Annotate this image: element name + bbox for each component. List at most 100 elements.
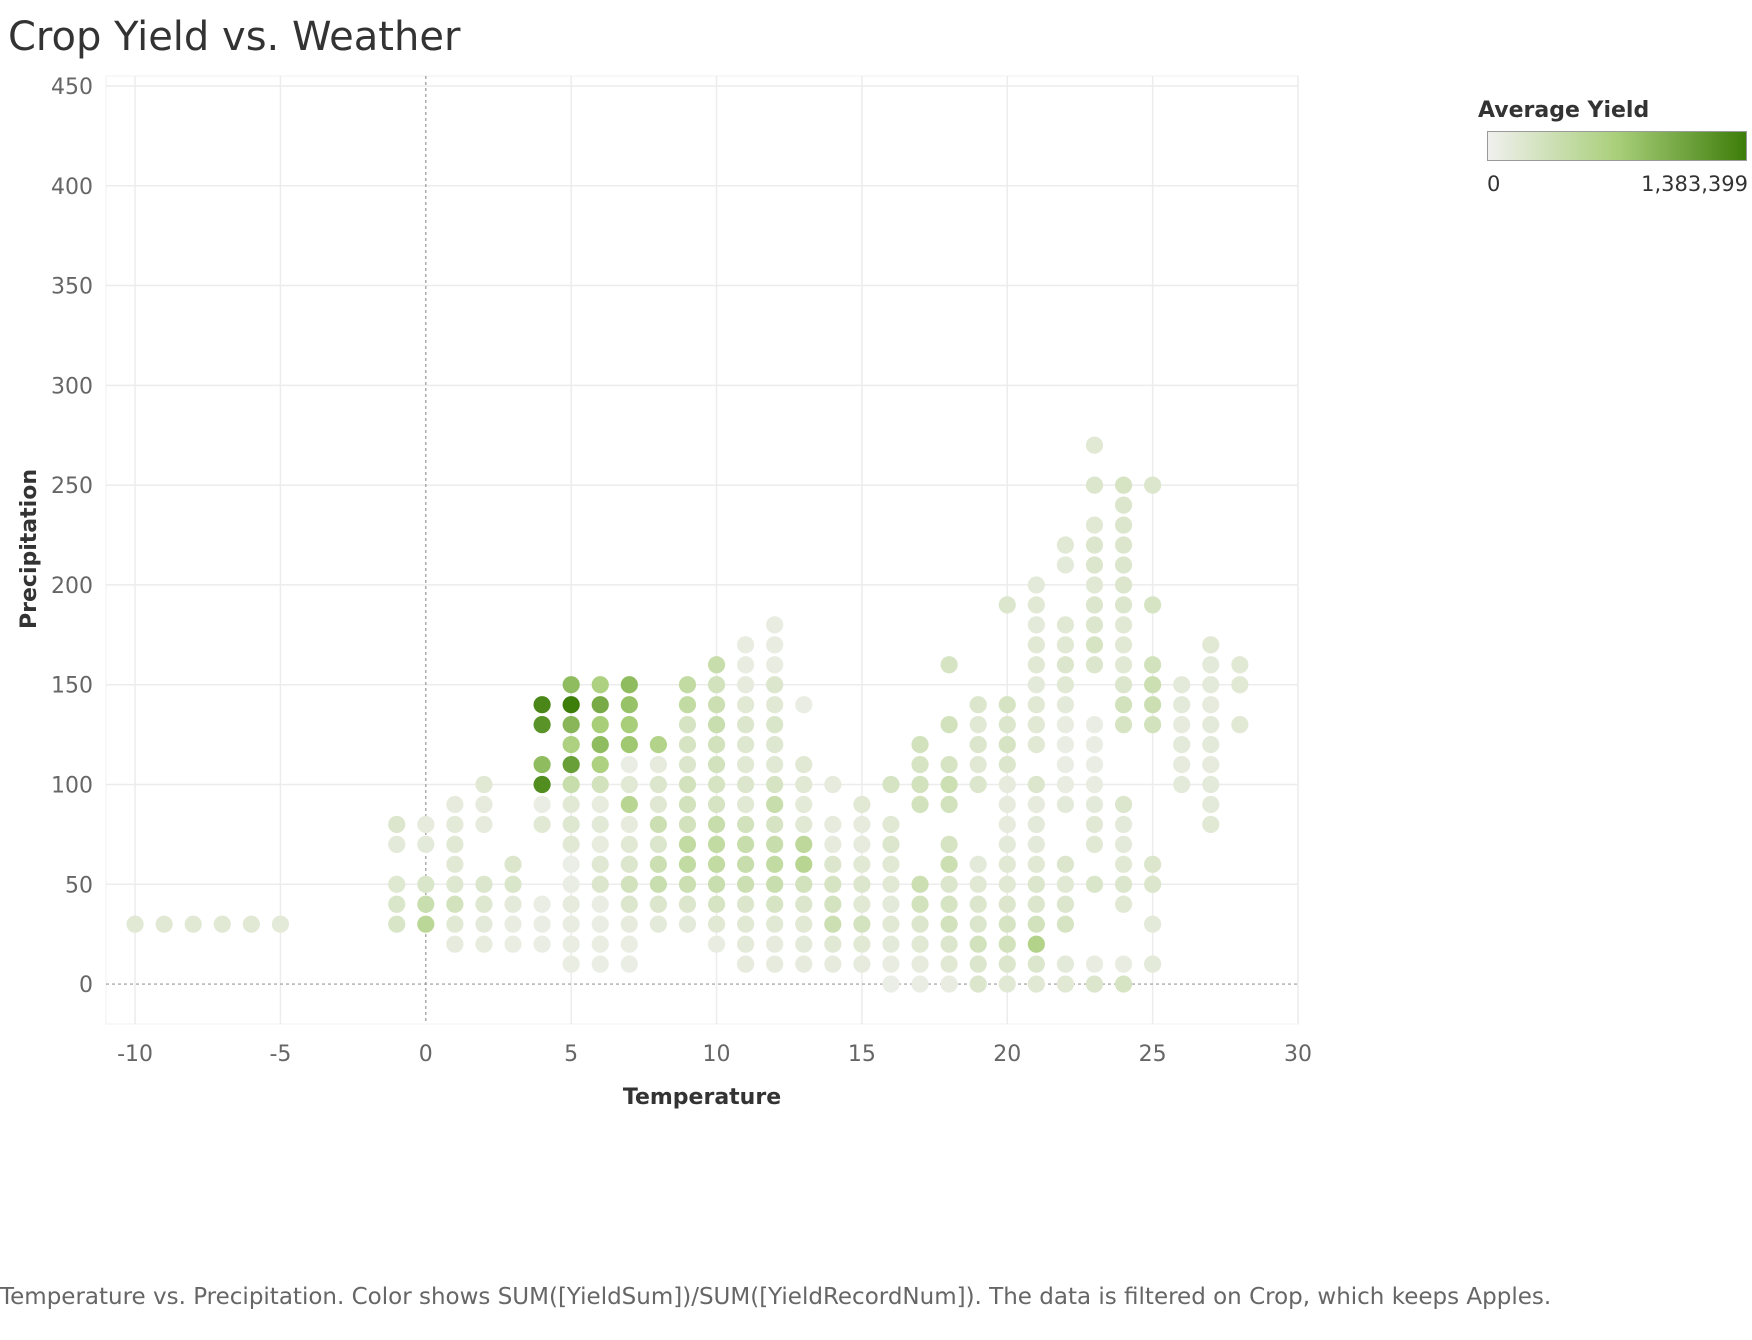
data-point[interactable] <box>649 775 667 794</box>
data-point[interactable] <box>1056 636 1075 654</box>
data-point[interactable] <box>562 915 580 933</box>
data-point[interactable] <box>1027 616 1045 634</box>
data-point[interactable] <box>766 895 784 913</box>
data-point[interactable] <box>417 815 435 834</box>
data-point[interactable] <box>562 775 580 794</box>
data-point[interactable] <box>1056 915 1075 933</box>
data-point[interactable] <box>1202 676 1220 694</box>
data-point[interactable] <box>998 795 1016 814</box>
data-point[interactable] <box>766 855 784 873</box>
data-point[interactable] <box>591 716 609 734</box>
data-point[interactable] <box>1231 656 1249 674</box>
data-point[interactable] <box>620 955 638 973</box>
data-point[interactable] <box>533 755 551 774</box>
data-point[interactable] <box>998 875 1016 893</box>
data-point[interactable] <box>707 915 726 933</box>
data-point[interactable] <box>504 895 522 913</box>
data-point[interactable] <box>1085 476 1104 494</box>
data-point[interactable] <box>417 835 435 853</box>
data-point[interactable] <box>475 815 493 834</box>
data-point[interactable] <box>1114 576 1133 594</box>
data-point[interactable] <box>591 775 609 794</box>
data-point[interactable] <box>998 716 1016 734</box>
data-point[interactable] <box>678 815 697 834</box>
data-point[interactable] <box>882 915 900 933</box>
data-point[interactable] <box>766 835 784 853</box>
data-point[interactable] <box>882 875 900 893</box>
data-point[interactable] <box>591 795 609 814</box>
data-point[interactable] <box>533 815 551 834</box>
data-point[interactable] <box>562 795 580 814</box>
data-point[interactable] <box>1202 636 1220 654</box>
data-point[interactable] <box>969 855 987 873</box>
data-point[interactable] <box>562 855 580 873</box>
data-point[interactable] <box>678 716 697 734</box>
data-point[interactable] <box>1027 656 1045 674</box>
data-point[interactable] <box>1027 895 1045 913</box>
data-point[interactable] <box>591 735 609 754</box>
data-point[interactable] <box>620 935 638 953</box>
data-point[interactable] <box>940 915 958 933</box>
data-point[interactable] <box>562 716 580 734</box>
data-point[interactable] <box>591 835 609 853</box>
data-point[interactable] <box>446 915 464 933</box>
data-point[interactable] <box>620 915 638 933</box>
data-point[interactable] <box>213 915 231 933</box>
data-point[interactable] <box>1085 795 1104 814</box>
data-point[interactable] <box>649 875 667 893</box>
data-point[interactable] <box>737 716 755 734</box>
data-point[interactable] <box>242 915 260 933</box>
data-point[interactable] <box>620 696 638 714</box>
data-point[interactable] <box>475 775 493 794</box>
data-point[interactable] <box>504 915 522 933</box>
data-point[interactable] <box>1144 915 1162 933</box>
data-point[interactable] <box>1085 775 1104 794</box>
data-point[interactable] <box>998 835 1016 853</box>
data-point[interactable] <box>795 835 813 853</box>
data-point[interactable] <box>475 935 493 953</box>
data-point[interactable] <box>766 955 784 973</box>
data-point[interactable] <box>533 795 551 814</box>
data-point[interactable] <box>446 875 464 893</box>
data-point[interactable] <box>795 775 813 794</box>
data-point[interactable] <box>882 975 900 993</box>
data-point[interactable] <box>678 755 697 774</box>
data-point[interactable] <box>853 835 871 853</box>
data-point[interactable] <box>649 735 667 754</box>
data-point[interactable] <box>911 895 929 913</box>
data-point[interactable] <box>1114 516 1133 534</box>
data-point[interactable] <box>1231 716 1249 734</box>
data-point[interactable] <box>940 875 958 893</box>
data-point[interactable] <box>1114 815 1133 834</box>
data-point[interactable] <box>969 955 987 973</box>
data-point[interactable] <box>1027 835 1045 853</box>
data-point[interactable] <box>1085 835 1104 853</box>
data-point[interactable] <box>1027 775 1045 794</box>
data-point[interactable] <box>1114 716 1133 734</box>
data-point[interactable] <box>591 875 609 893</box>
data-point[interactable] <box>998 895 1016 913</box>
data-point[interactable] <box>1085 616 1104 634</box>
data-point[interactable] <box>1144 656 1162 674</box>
data-point[interactable] <box>649 895 667 913</box>
data-point[interactable] <box>766 716 784 734</box>
data-point[interactable] <box>1056 875 1075 893</box>
data-point[interactable] <box>1202 775 1220 794</box>
data-point[interactable] <box>824 835 842 853</box>
data-point[interactable] <box>1085 955 1104 973</box>
data-point[interactable] <box>911 915 929 933</box>
data-point[interactable] <box>1085 556 1104 574</box>
data-point[interactable] <box>562 895 580 913</box>
data-point[interactable] <box>446 935 464 953</box>
data-point[interactable] <box>1085 436 1104 454</box>
data-point[interactable] <box>1027 795 1045 814</box>
data-point[interactable] <box>1027 576 1045 594</box>
data-point[interactable] <box>707 775 726 794</box>
data-point[interactable] <box>1056 775 1075 794</box>
data-point[interactable] <box>678 735 697 754</box>
data-point[interactable] <box>1114 855 1133 873</box>
data-point[interactable] <box>998 596 1016 614</box>
data-point[interactable] <box>1056 975 1075 993</box>
data-point[interactable] <box>707 755 726 774</box>
data-point[interactable] <box>591 676 609 694</box>
